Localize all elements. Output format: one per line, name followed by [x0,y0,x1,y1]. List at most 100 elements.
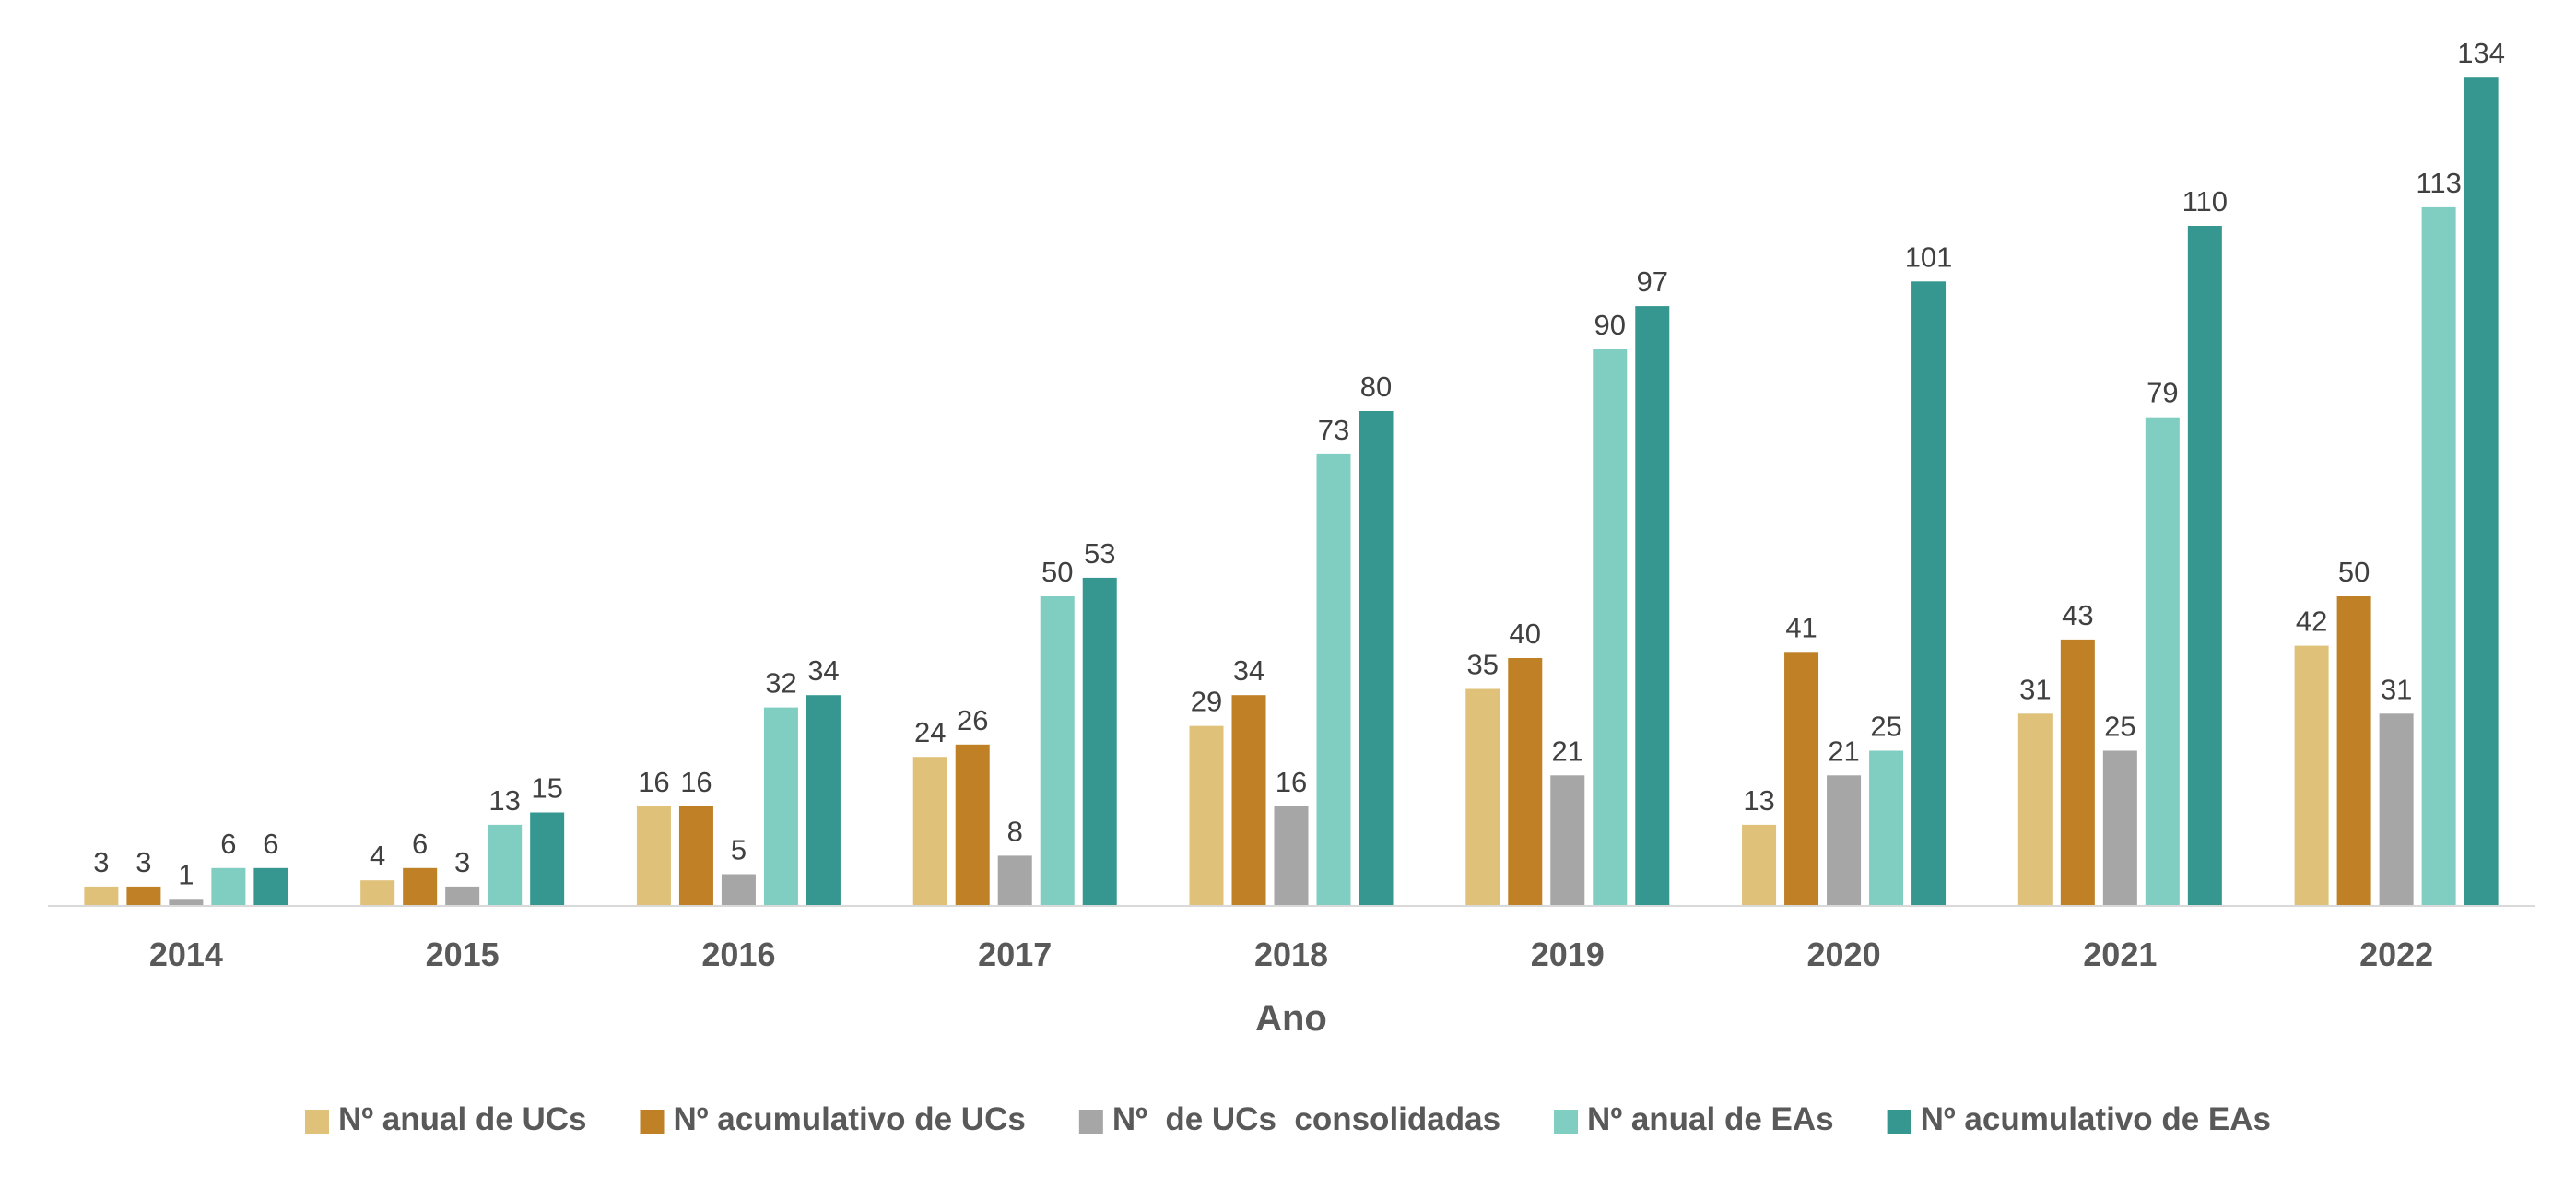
bar-2022-series-4 [2421,206,2456,905]
data-label-2016-series-5: 34 [807,654,839,687]
data-label-2015-series-3: 3 [454,846,470,878]
legend-label-5: Nº acumulativo de EAs [1921,1101,2271,1137]
data-label-2015-series-4: 13 [488,784,520,817]
bar-2016-series-1 [636,806,671,905]
x-tick-label-2015: 2015 [426,935,500,973]
data-label-2017-series-4: 50 [1041,556,1073,588]
legend: Nº anual de UCs Nº acumulativo de UCs Nº d… [304,1101,2271,1137]
data-label-2021-series-1: 31 [2019,673,2051,705]
x-tick-label-2020: 2020 [1807,935,1881,973]
bar-2020-series-2 [1784,652,1819,905]
bar-2021-series-1 [2017,713,2053,905]
legend-item-2: Nº acumulativo de UCs [640,1101,1026,1137]
data-label-2020-series-2: 41 [1785,611,1817,643]
bar-2022-series-2 [2336,596,2371,905]
x-tick-label-2021: 2021 [2083,935,2157,973]
bar-2020-series-5 [1911,281,1947,905]
x-axis-ticks: 2014 2015 2016 2017 2018 2019 2020 2021 2022 [149,935,2433,973]
data-label-2021-series-3: 25 [2104,711,2135,743]
bar-2015-series-4 [488,824,523,905]
bar-2016-series-2 [678,806,713,905]
data-label-2017-series-1: 24 [914,716,946,748]
bar-2021-series-4 [2145,417,2180,905]
x-tick-label-2016: 2016 [701,935,775,973]
legend-item-1: Nº anual de UCs [304,1101,587,1137]
legend-swatch-4 [1554,1110,1579,1134]
bars-layer [84,77,2499,906]
data-label-2019-series-3: 21 [1552,735,1583,767]
data-label-2019-series-5: 97 [1637,265,1668,298]
data-label-2021-series-5: 110 [2182,185,2228,218]
bar-2019-series-4 [1593,349,1628,905]
bar-2014-series-1 [84,886,119,905]
data-label-2019-series-4: 90 [1594,309,1626,341]
bar-2018-series-2 [1231,695,1266,905]
legend-swatch-2 [640,1110,665,1134]
legend-label-1: Nº anual de UCs [338,1101,587,1137]
bar-2018-series-4 [1316,453,1351,905]
bar-2018-series-3 [1274,806,1309,905]
bar-2015-series-2 [403,867,438,905]
data-label-2022-series-5: 134 [2457,37,2505,69]
data-label-2021-series-4: 79 [2147,377,2178,409]
data-label-2019-series-2: 40 [1510,618,1541,650]
bar-2021-series-3 [2102,750,2137,905]
bar-2014-series-4 [211,867,246,905]
x-tick-label-2018: 2018 [1254,935,1328,973]
data-label-2016-series-1: 16 [638,766,669,798]
data-label-2018-series-1: 29 [1191,686,1222,718]
bar-2020-series-4 [1869,750,1904,905]
bar-2019-series-2 [1508,658,1543,905]
bar-2017-series-3 [997,855,1032,905]
bar-2014-series-2 [126,886,161,905]
data-label-2021-series-2: 43 [2062,599,2093,631]
data-label-2014-series-1: 3 [93,846,109,878]
data-label-2022-series-4: 113 [2416,167,2461,199]
legend-swatch-3 [1078,1110,1103,1134]
data-label-2016-series-3: 5 [731,834,747,866]
bar-2014-series-3 [169,899,204,905]
x-axis-title: Ano [1255,998,1327,1039]
legend-item-4: Nº anual de EAs [1554,1101,1834,1137]
data-label-2022-series-2: 50 [2338,556,2370,588]
bar-2017-series-1 [912,757,947,905]
data-label-2020-series-1: 13 [1743,784,1774,817]
data-label-2018-series-5: 80 [1360,371,1392,403]
bar-2016-series-5 [806,695,841,905]
data-label-2015-series-1: 4 [370,840,385,872]
bar-2020-series-1 [1742,824,1777,905]
data-label-2020-series-5: 101 [1905,241,1953,273]
legend-swatch-1 [304,1110,329,1134]
bar-2022-series-3 [2379,713,2414,905]
bar-2018-series-1 [1189,725,1224,905]
bar-2015-series-3 [445,886,480,905]
data-label-2022-series-3: 31 [2381,673,2412,705]
data-label-2019-series-1: 35 [1467,649,1499,681]
x-tick-label-2022: 2022 [2359,935,2433,973]
bar-2017-series-4 [1040,596,1075,905]
data-label-2017-series-5: 53 [1084,537,1115,570]
bar-2021-series-2 [2060,639,2095,905]
legend-label-2: Nº acumulativo de UCs [674,1101,1026,1137]
data-label-2014-series-5: 6 [263,828,278,860]
data-label-2018-series-2: 34 [1233,654,1264,687]
legend-item-3: Nº de UCs consolidadas [1078,1101,1500,1137]
data-label-2016-series-2: 16 [680,766,712,798]
legend-swatch-5 [1887,1110,1911,1134]
bar-2019-series-3 [1550,775,1585,905]
data-label-2015-series-5: 15 [531,772,562,805]
data-label-2014-series-2: 3 [135,846,151,878]
data-label-2018-series-4: 73 [1318,414,1349,446]
bar-2019-series-5 [1635,306,1670,906]
data-label-2016-series-4: 32 [765,667,796,700]
bar-2016-series-4 [763,707,798,905]
data-label-2020-series-4: 25 [1870,711,1901,743]
data-label-2015-series-2: 6 [412,828,428,860]
bar-2019-series-1 [1465,688,1500,905]
bar-2020-series-3 [1827,775,1862,905]
bar-2022-series-1 [2294,645,2329,905]
bar-2015-series-1 [360,880,395,905]
legend-item-5: Nº acumulativo de EAs [1887,1101,2271,1137]
